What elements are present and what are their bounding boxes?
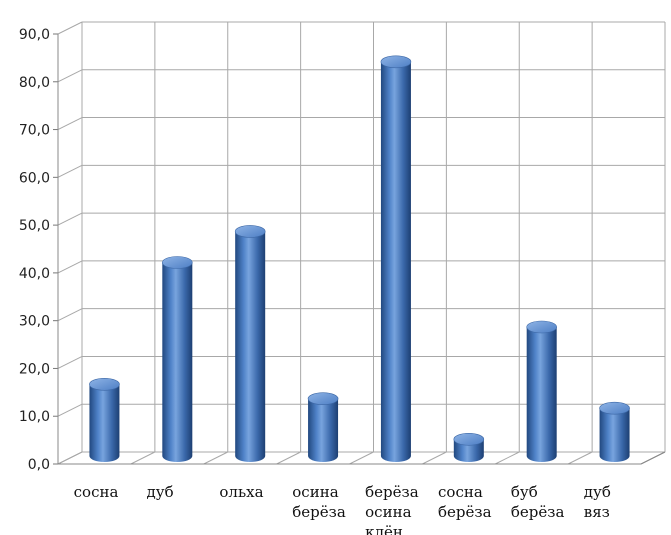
floor-divider <box>130 451 156 465</box>
bar-top <box>307 392 339 405</box>
y-tick-label: 20,0 <box>19 361 50 377</box>
y-tick-label: 70,0 <box>19 123 50 139</box>
gridline-side <box>57 403 83 417</box>
bar-body <box>162 262 193 462</box>
bar <box>599 401 630 462</box>
gridline-side <box>57 212 83 226</box>
gridline-side <box>57 117 83 131</box>
chart-gridlines <box>57 21 666 465</box>
gridline-side <box>57 260 83 274</box>
y-tick-label: 30,0 <box>19 314 50 330</box>
bar-top <box>380 55 412 69</box>
bar-body <box>308 398 339 462</box>
bar-top <box>234 225 266 238</box>
bar <box>380 55 412 462</box>
floor-divider <box>276 451 301 465</box>
floor-right-edge <box>640 451 666 465</box>
gridline-side <box>57 69 83 83</box>
x-tick-label: дуб вяз <box>584 483 611 521</box>
x-tick-label: осина берёза <box>292 483 346 521</box>
floor-divider <box>349 451 374 465</box>
bar-top <box>162 256 193 269</box>
y-tick-label: 40,0 <box>19 266 50 282</box>
y-tick-label: 80,0 <box>19 75 50 91</box>
bar-body <box>526 327 557 462</box>
gridline-side <box>57 355 83 369</box>
gridline-side <box>57 21 83 35</box>
bar-body <box>599 408 630 462</box>
x-tick-label: ольха <box>219 483 263 501</box>
chart-axes <box>53 33 666 465</box>
bar <box>162 256 193 462</box>
bar-top <box>89 378 120 391</box>
bar <box>453 432 485 462</box>
bar-body <box>380 61 411 462</box>
gridline-side <box>57 308 83 322</box>
chart-bars <box>89 55 630 462</box>
bar-body <box>235 231 266 462</box>
y-tick-label: 0,0 <box>28 457 50 473</box>
floor-divider <box>203 451 228 465</box>
x-tick-label: сосна берёза <box>438 483 492 521</box>
bar-body <box>453 439 484 462</box>
bar <box>234 225 266 462</box>
y-tick-label: 50,0 <box>19 218 50 234</box>
x-axis-ticks: сосна дуб ольха осина берёза берёза осина клён с… <box>74 483 611 535</box>
gridline-side <box>57 164 83 178</box>
bar-top <box>599 401 630 415</box>
bar <box>89 378 120 462</box>
floor-divider <box>422 451 447 465</box>
x-tick-label: дуб <box>147 483 174 501</box>
floor-divider <box>567 451 593 465</box>
x-tick-label: берёза осина клён <box>365 483 419 535</box>
x-tick-label: буб берёза <box>511 483 565 521</box>
y-axis-ticks: 0,0 10,0 20,0 30,0 40,0 50,0 60,0 70,0 80,0 90,0 <box>19 27 50 473</box>
bar-body <box>89 384 120 462</box>
bar-top <box>526 320 557 334</box>
x-tick-label: сосна <box>74 483 119 501</box>
y-tick-label: 90,0 <box>19 27 50 43</box>
floor-divider <box>57 451 83 465</box>
bar <box>526 320 557 462</box>
y-tick-label: 60,0 <box>19 170 50 186</box>
bar-top <box>453 432 485 446</box>
floor-divider <box>495 451 520 465</box>
y-tick-label: 10,0 <box>19 409 50 425</box>
bar <box>307 392 339 462</box>
